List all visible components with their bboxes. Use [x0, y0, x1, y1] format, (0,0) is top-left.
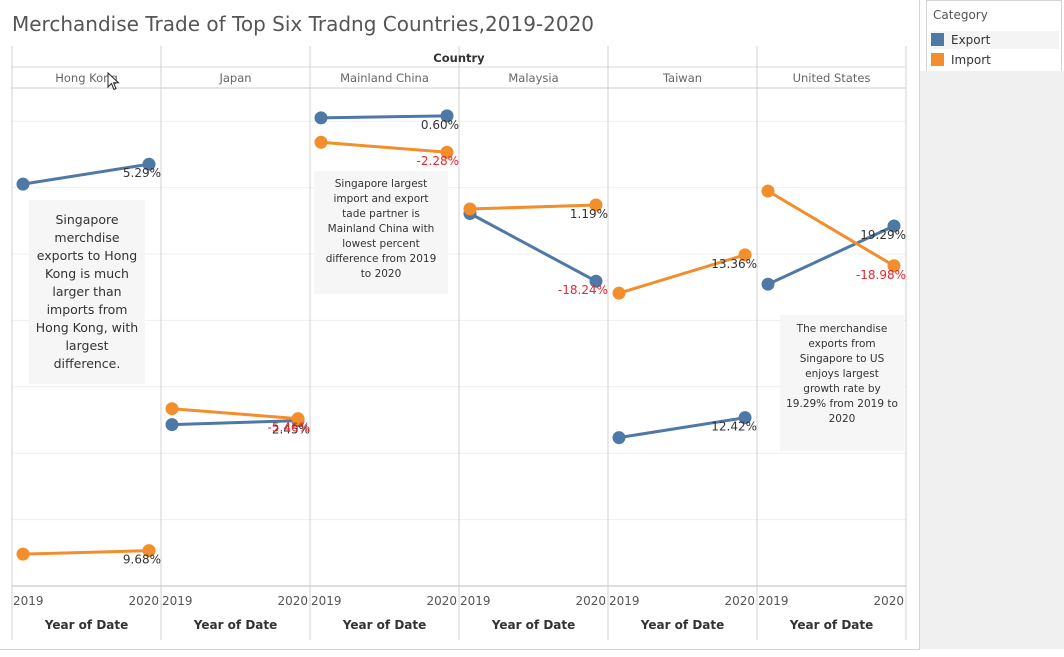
point-import-2020-4: [738, 248, 752, 262]
series-line-export-1: [170, 419, 300, 427]
chart-title: Merchandise Trade of Top Six Tradng Coun…: [12, 12, 595, 36]
x-tick-end-5: 2020: [873, 594, 904, 608]
series-line-import-2: [319, 140, 449, 154]
point-export-2020-4: [738, 411, 752, 425]
point-import-2020-3: [589, 198, 603, 212]
legend-swatch-export: [931, 33, 944, 46]
series-line-import-5: [766, 189, 896, 268]
x-axis-title-2: Year of Date: [342, 618, 427, 632]
data-label-export-3: -18.24%: [558, 283, 608, 297]
point-import-2019-3: [463, 202, 477, 216]
data-label-import-4: 13.36%: [711, 257, 757, 271]
legend-item-import[interactable]: Import: [931, 51, 1059, 69]
x-tick-end-1: 2020: [277, 594, 308, 608]
x-tick-end-2: 2020: [426, 594, 457, 608]
series-line-export-4: [617, 416, 747, 440]
point-import-2020-0: [142, 544, 156, 558]
panel-header-0: Hong Kong: [55, 71, 118, 85]
point-import-2020-5: [887, 259, 901, 273]
panel-header-5: United States: [793, 71, 871, 85]
data-label-import-1: -5.46%: [268, 421, 310, 435]
point-import-2019-0: [16, 547, 30, 561]
data-label-export-1: 2.45%: [272, 423, 310, 437]
panel-header-4: Taiwan: [662, 71, 702, 85]
series-line-export-3: [468, 211, 598, 283]
data-label-import-5: -18.98%: [856, 268, 906, 282]
data-label-import-3: 1.19%: [570, 207, 608, 221]
series-line-export-0: [21, 162, 151, 186]
series-line-import-0: [21, 549, 151, 556]
point-import-2019-2: [314, 135, 328, 149]
legend-swatch-import: [931, 53, 944, 66]
panel-header-3: Malaysia: [508, 71, 558, 85]
series-line-export-2: [319, 114, 449, 120]
worksheet: Merchandise Trade of Top Six Tradng Coun…: [0, 0, 920, 650]
x-tick-start-3: 2019: [460, 594, 491, 608]
legend-item-export[interactable]: Export: [931, 31, 1059, 49]
legend-panel-background: [920, 71, 1064, 649]
data-label-export-4: 12.42%: [711, 420, 757, 434]
panel-header-1: Japan: [218, 71, 251, 85]
point-export-2019-2: [314, 111, 328, 125]
x-tick-start-5: 2019: [758, 594, 789, 608]
legend-label-export: Export: [951, 33, 991, 47]
point-export-2020-5: [887, 219, 901, 233]
point-import-2019-1: [165, 402, 179, 416]
point-import-2020-2: [440, 145, 454, 159]
x-tick-start-4: 2019: [609, 594, 640, 608]
mouse-cursor-icon: [107, 72, 120, 91]
data-label-export-2: 0.60%: [421, 118, 459, 132]
point-export-2020-2: [440, 109, 454, 123]
x-axis-title-3: Year of Date: [491, 618, 576, 632]
x-axis-title-0: Year of Date: [44, 618, 129, 632]
column-header-title: Country: [433, 51, 485, 65]
annotation-united-states: The merchandise exports from Singapore t…: [780, 315, 904, 451]
data-label-import-0: 9.68%: [123, 553, 161, 567]
x-tick-end-0: 2020: [128, 594, 159, 608]
point-export-2019-4: [612, 431, 626, 445]
series-line-import-1: [170, 407, 300, 421]
point-import-2019-5: [761, 184, 775, 198]
panel-header-2: Mainland China: [340, 71, 429, 85]
point-export-2020-3: [589, 274, 603, 288]
data-label-import-2: -2.28%: [417, 154, 459, 168]
x-axis-title-1: Year of Date: [193, 618, 278, 632]
x-tick-start-1: 2019: [162, 594, 193, 608]
series-line-import-4: [617, 253, 747, 295]
x-tick-end-4: 2020: [724, 594, 755, 608]
legend-title: Category: [933, 8, 988, 22]
annotation-mainland-china: Singapore largest import and export tade…: [314, 171, 448, 294]
data-label-export-5: 19.29%: [860, 228, 906, 242]
series-line-export-5: [766, 224, 896, 286]
point-import-2020-1: [291, 412, 305, 426]
x-axis-title-5: Year of Date: [789, 618, 874, 632]
x-axis-title-4: Year of Date: [640, 618, 725, 632]
annotation-hong-kong: Singapore merchdise exports to Hong Kong…: [29, 200, 145, 384]
x-tick-end-3: 2020: [575, 594, 606, 608]
point-export-2019-1: [165, 418, 179, 432]
data-label-export-0: 5.29%: [123, 166, 161, 180]
legend-label-import: Import: [951, 53, 991, 67]
point-export-2020-0: [142, 157, 156, 171]
series-line-import-3: [468, 203, 598, 211]
x-tick-start-2: 2019: [311, 594, 342, 608]
point-export-2019-5: [761, 277, 775, 291]
point-export-2019-0: [16, 177, 30, 191]
x-tick-start-0: 2019: [13, 594, 44, 608]
legend: Category Export Import: [926, 0, 1062, 72]
point-import-2019-4: [612, 286, 626, 300]
